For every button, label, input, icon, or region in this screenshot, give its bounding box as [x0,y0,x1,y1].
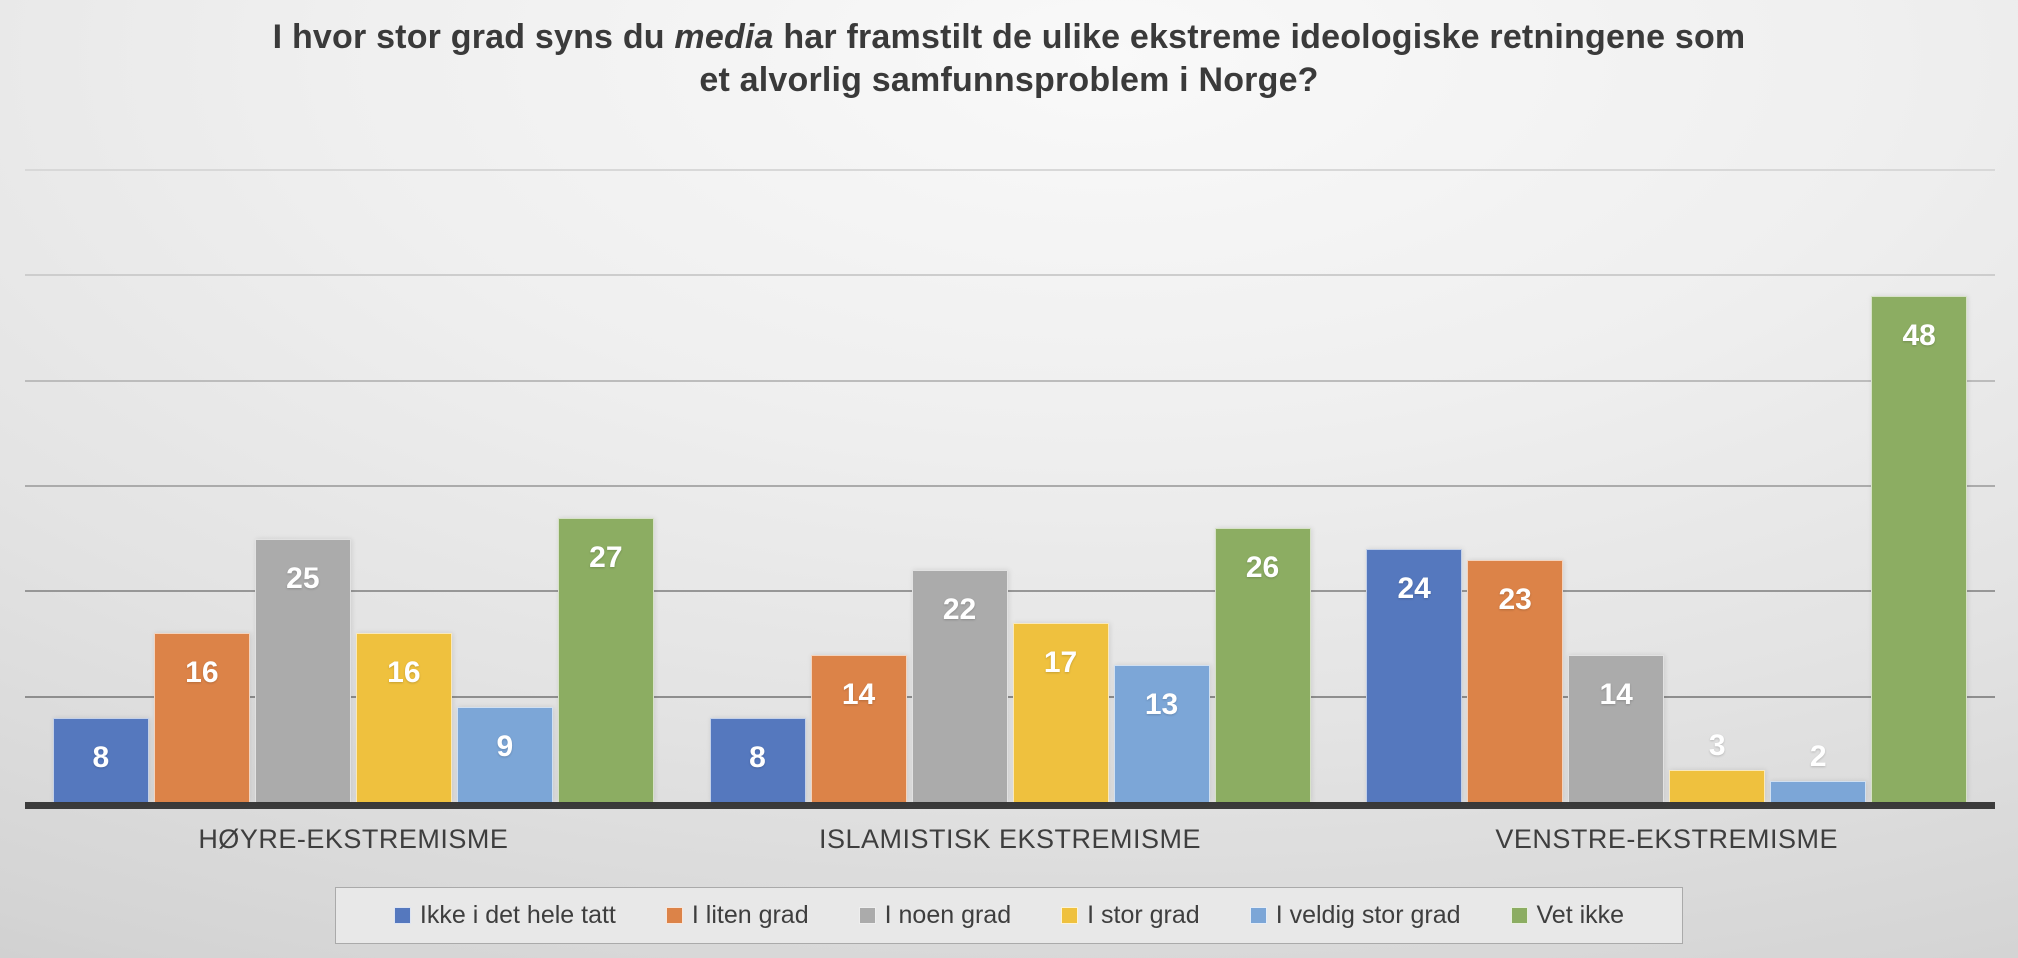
bar-series4-cat0: 9 [456,707,553,802]
bar-series0-cat1: 8 [709,717,806,802]
bar-value-label-series4-cat0: 9 [496,730,514,764]
legend-item-i-veldig-stor-grad: I veldig stor grad [1249,901,1461,930]
chart-title-line1: I hvor stor grad syns du media har frams… [272,18,1746,56]
bar-value-label-series1-cat1: 14 [841,677,876,711]
bar-series3-cat2: 3 [1669,729,1766,802]
bar-value-label-series2-cat2: 14 [1599,677,1633,711]
legend-swatch-vet-ikke [1510,907,1528,924]
legend-item-i-liten-grad: I liten grad [665,901,809,930]
bar-value-label-series2-cat1: 22 [942,593,977,627]
bar-series3-cat1: 17 [1012,622,1109,802]
bar-groups: 8 16 25 16 9 27 8 14 22 17 13 26 24 23 14 3 2 48 [25,170,1995,802]
gridline-30 [25,485,1995,487]
bar-series0-cat0: 8 [52,717,149,802]
bar-value-label-series4-cat1: 13 [1144,688,1179,722]
legend-item-ikke-i-det-hele-tatt: Ikke i det hele tatt [393,901,616,930]
legend-item-i-noen-grad: I noen grad [858,901,1011,930]
bar-series1-cat2: 23 [1467,559,1564,802]
plot-area: 8 16 25 16 9 27 8 14 22 17 13 26 24 23 14 3 2 48 [25,169,1995,802]
bar-group-2: 24 23 14 3 2 48 [1338,170,1995,802]
bar-value-label-series5-cat0: 27 [589,540,623,574]
bar-series5-cat0: 27 [557,517,654,802]
bar-series3-cat0: 16 [355,633,452,802]
legend-swatch-i-veldig-stor-grad [1249,907,1267,924]
legend-swatch-i-noen-grad [858,907,876,924]
chart-title: I hvor stor grad syns du media har frams… [0,0,2018,102]
gridline-50 [25,274,1995,277]
gridline-20 [25,590,1995,593]
legend-row: Ikke i det hele tatt I liten grad I noen… [0,887,2018,944]
bar-value-label-series0-cat1: 8 [749,740,766,774]
bar-value-label-series5-cat1: 26 [1245,551,1280,585]
bar-series5-cat1: 26 [1214,528,1311,802]
bar-value-label-series0-cat0: 8 [92,740,110,774]
category-axis: HØYRE-EKSTREMISME ISLAMISTISK EKSTREMISM… [25,809,1995,869]
bar-series4-cat1: 13 [1113,665,1210,802]
bar-value-label-series3-cat2: 3 [1708,729,1726,763]
gridline-10 [25,695,1995,698]
category-label-venstre: VENSTRE-EKSTREMISME [1495,824,1838,854]
category-label-islamistisk: ISLAMISTISK EKSTREMISME [818,824,1202,854]
bar-group-1: 8 14 22 17 13 26 [682,170,1339,802]
bar-series1-cat1: 14 [810,654,907,802]
bar-series2-cat1: 22 [911,570,1008,802]
bar-value-label-series3-cat1: 17 [1043,645,1078,679]
bar-value-label-series4-cat2: 2 [1809,739,1827,773]
bar-series1-cat0: 16 [153,633,250,802]
bar-series2-cat0: 25 [254,538,351,802]
category-label-hoyre: HØYRE-EKSTREMISME [198,824,509,854]
title-italic-word: media [674,18,774,56]
bar-value-label-series5-cat2: 48 [1902,319,1936,353]
bar-value-label-series0-cat2: 24 [1397,572,1431,606]
bar-series5-cat2: 48 [1871,296,1968,802]
chart-title-line2: et alvorlig samfunnsproblem i Norge? [699,61,1319,99]
gridline-60 [25,169,1995,171]
bar-value-label-series1-cat0: 16 [185,656,219,690]
legend: Ikke i det hele tatt I liten grad I noen… [334,887,1684,944]
legend-swatch-i-stor-grad [1061,907,1079,924]
bar-series0-cat2: 24 [1366,549,1463,802]
legend-item-vet-ikke: Vet ikke [1510,901,1624,930]
bar-value-label-series2-cat0: 25 [286,561,320,595]
legend-swatch-ikke-i-det-hele-tatt [393,907,411,924]
bar-value-label-series3-cat0: 16 [387,656,421,690]
gridline-40 [25,379,1995,382]
bar-series4-cat2: 2 [1770,740,1867,802]
bar-group-0: 8 16 25 16 9 27 [25,170,682,802]
legend-swatch-i-liten-grad [665,907,683,924]
bar-series2-cat2: 14 [1568,654,1665,802]
x-axis-line [25,802,1995,809]
legend-item-i-stor-grad: I stor grad [1061,901,1200,930]
bar-value-label-series1-cat2: 23 [1498,582,1532,616]
